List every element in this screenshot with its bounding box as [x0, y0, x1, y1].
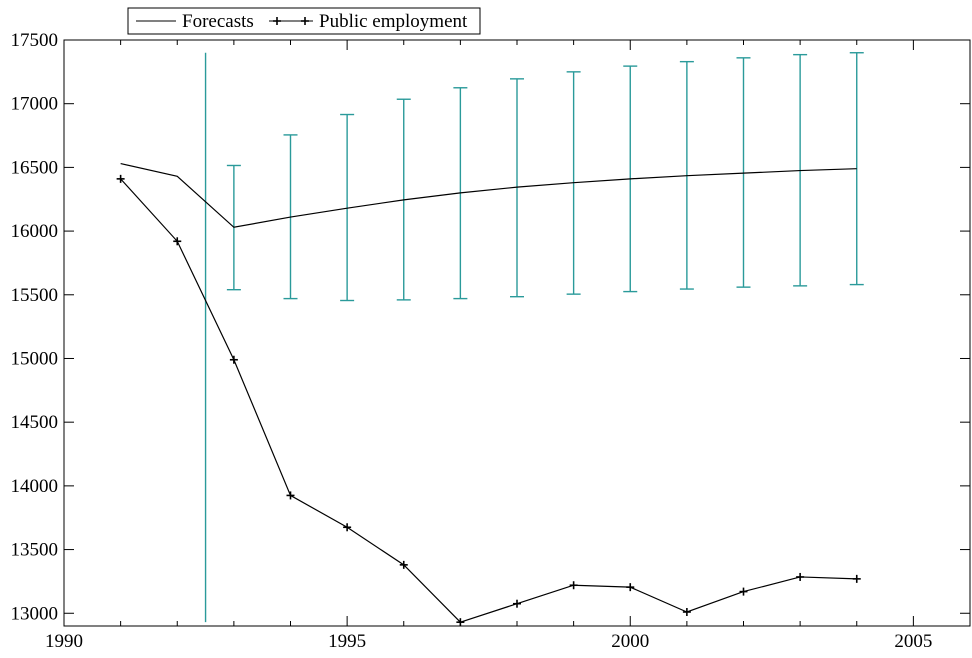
data-point-public-employment	[852, 574, 861, 583]
data-point-public-employment	[229, 355, 238, 364]
y-tick-label: 13000	[11, 603, 59, 624]
y-tick-label: 17000	[11, 94, 59, 115]
x-axis: 1990 1995 2000 2005	[45, 40, 971, 652]
legend-label-forecasts: Forecasts	[182, 11, 254, 32]
error-bar	[340, 113, 355, 302]
data-point-public-employment	[343, 523, 352, 532]
y-tick-label: 17500	[11, 30, 59, 51]
x-tick-label: 2000	[611, 631, 649, 652]
y-tick-label: 13500	[11, 540, 59, 561]
x-tick-label: 2005	[894, 631, 932, 652]
data-point-public-employment	[116, 174, 125, 183]
data-point-public-employment	[626, 583, 635, 592]
error-bar	[510, 78, 524, 298]
y-tick-label: 15500	[11, 285, 59, 306]
x-tick-label: 1990	[45, 631, 83, 652]
y-axis: 13000 13500 14000 14500 15000 15500 16000 16500…	[11, 30, 970, 624]
data-point-public-employment	[399, 560, 408, 569]
data-point-public-employment	[513, 599, 521, 608]
data-point-public-employment	[456, 618, 465, 627]
error-bars-group	[226, 52, 864, 302]
y-tick-label: 16500	[11, 157, 59, 178]
x-tick-label: 1995	[328, 631, 366, 652]
series-line-forecasts	[120, 162, 857, 228]
series-line-public-employment	[120, 178, 857, 623]
legend-marker-public-employment	[273, 17, 309, 25]
data-point-public-employment	[286, 491, 295, 500]
series-markers-group	[116, 174, 861, 627]
y-tick-label: 14500	[11, 412, 59, 433]
error-bar	[736, 57, 751, 288]
y-tick-label: 16000	[11, 221, 59, 242]
legend: Forecasts Public employment	[127, 7, 481, 35]
legend-label-public-employment: Public employment	[319, 11, 468, 32]
y-tick-label: 14000	[11, 476, 59, 497]
data-point-public-employment	[796, 572, 805, 581]
data-point-public-employment	[173, 237, 182, 246]
y-tick-label: 15000	[11, 348, 59, 369]
data-point-public-employment	[569, 581, 578, 590]
data-point-public-employment	[739, 587, 748, 596]
series-lines-group	[120, 162, 857, 623]
data-point-public-employment	[682, 607, 691, 616]
